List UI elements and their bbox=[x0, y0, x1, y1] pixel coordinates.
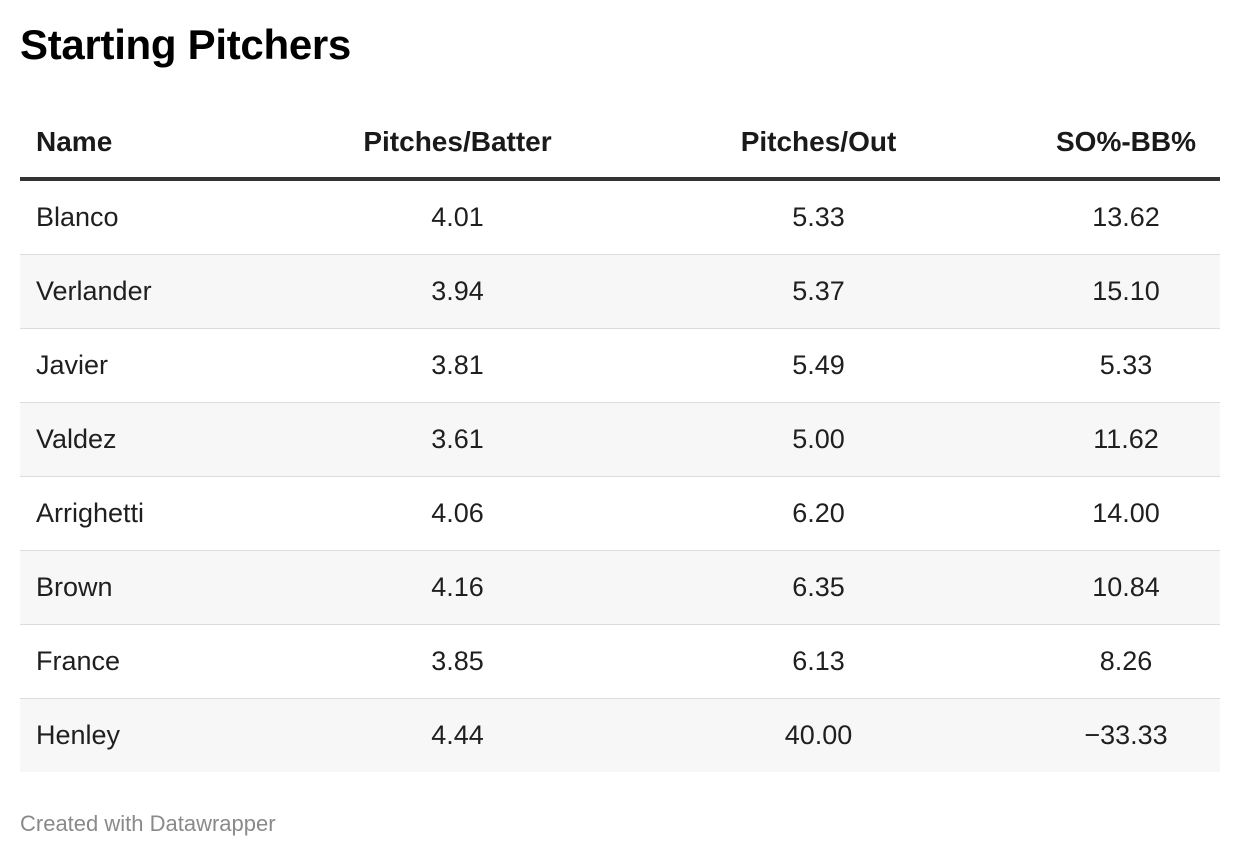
cell-pitches-per-out: 5.33 bbox=[605, 179, 1032, 255]
cell-so-minus-bb: 14.00 bbox=[1032, 476, 1220, 551]
header-row: Name Pitches/Batter Pitches/Out SO%-BB% bbox=[20, 107, 1220, 181]
pitchers-table-container: Name Pitches/Batter Pitches/Out SO%-BB% … bbox=[20, 107, 1220, 772]
cell-pitches-per-batter: 3.85 bbox=[310, 624, 605, 699]
column-header-so-minus-bb: SO%-BB% bbox=[1032, 107, 1220, 181]
cell-pitches-per-out: 5.37 bbox=[605, 254, 1032, 329]
cell-pitches-per-batter: 3.61 bbox=[310, 402, 605, 477]
cell-so-minus-bb: 5.33 bbox=[1032, 328, 1220, 403]
cell-so-minus-bb: −33.33 bbox=[1032, 698, 1220, 772]
cell-pitches-per-out: 6.13 bbox=[605, 624, 1032, 699]
cell-pitches-per-out: 6.20 bbox=[605, 476, 1032, 551]
cell-so-minus-bb: 15.10 bbox=[1032, 254, 1220, 329]
cell-pitches-per-batter: 4.01 bbox=[310, 179, 605, 255]
column-header-pitches-per-out: Pitches/Out bbox=[605, 107, 1032, 181]
cell-pitches-per-batter: 4.16 bbox=[310, 550, 605, 625]
table-row: Henley 4.44 40.00 −33.33 bbox=[20, 698, 1220, 772]
table-row: France 3.85 6.13 8.26 bbox=[20, 624, 1220, 699]
table-row: Brown 4.16 6.35 10.84 bbox=[20, 550, 1220, 625]
cell-name: France bbox=[20, 624, 310, 699]
pitchers-table: Name Pitches/Batter Pitches/Out SO%-BB% … bbox=[20, 107, 1220, 772]
cell-name: Henley bbox=[20, 698, 310, 772]
table-row: Valdez 3.61 5.00 11.62 bbox=[20, 402, 1220, 477]
table-row: Verlander 3.94 5.37 15.10 bbox=[20, 254, 1220, 329]
cell-pitches-per-out: 5.00 bbox=[605, 402, 1032, 477]
cell-name: Brown bbox=[20, 550, 310, 625]
datawrapper-credit: Created with Datawrapper bbox=[20, 811, 276, 836]
table-row: Javier 3.81 5.49 5.33 bbox=[20, 328, 1220, 403]
cell-pitches-per-batter: 4.06 bbox=[310, 476, 605, 551]
table-title: Starting Pitchers bbox=[20, 21, 351, 68]
cell-so-minus-bb: 13.62 bbox=[1032, 179, 1220, 255]
table-body: Blanco 4.01 5.33 13.62 Verlander 3.94 5.… bbox=[20, 179, 1220, 772]
cell-name: Verlander bbox=[20, 254, 310, 329]
cell-name: Blanco bbox=[20, 179, 310, 255]
cell-so-minus-bb: 10.84 bbox=[1032, 550, 1220, 625]
cell-name: Javier bbox=[20, 328, 310, 403]
cell-pitches-per-out: 5.49 bbox=[605, 328, 1032, 403]
cell-name: Arrighetti bbox=[20, 476, 310, 551]
cell-pitches-per-out: 6.35 bbox=[605, 550, 1032, 625]
cell-pitches-per-batter: 4.44 bbox=[310, 698, 605, 772]
cell-so-minus-bb: 8.26 bbox=[1032, 624, 1220, 699]
cell-pitches-per-batter: 3.81 bbox=[310, 328, 605, 403]
column-header-name: Name bbox=[20, 107, 310, 181]
cell-name: Valdez bbox=[20, 402, 310, 477]
cell-pitches-per-out: 40.00 bbox=[605, 698, 1032, 772]
cell-so-minus-bb: 11.62 bbox=[1032, 402, 1220, 477]
table-row: Arrighetti 4.06 6.20 14.00 bbox=[20, 476, 1220, 551]
cell-pitches-per-batter: 3.94 bbox=[310, 254, 605, 329]
column-header-pitches-per-batter: Pitches/Batter bbox=[310, 107, 605, 181]
table-row: Blanco 4.01 5.33 13.62 bbox=[20, 179, 1220, 255]
table-header: Name Pitches/Batter Pitches/Out SO%-BB% bbox=[20, 107, 1220, 181]
